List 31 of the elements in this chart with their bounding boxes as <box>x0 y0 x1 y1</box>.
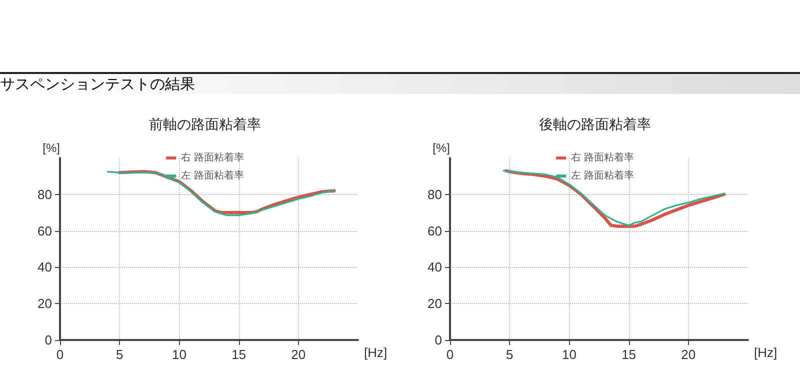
y-tick-label: 20 <box>38 296 52 312</box>
y-tick-label: 40 <box>38 260 52 275</box>
x-axis-title: [Hz] <box>754 345 778 360</box>
legend-label: 左 路面粘着率 <box>571 170 634 182</box>
y-tick-label: 40 <box>428 260 442 275</box>
y-tick-label: 80 <box>428 186 442 202</box>
chart-title: 後軸の路面粘着率 <box>539 116 651 132</box>
x-tick-label: 15 <box>232 347 246 362</box>
x-tick-label: 20 <box>291 347 306 362</box>
x-tick-label: 20 <box>681 347 696 362</box>
chart-title: 前軸の路面粘着率 <box>149 116 261 132</box>
x-tick-label: 10 <box>172 347 186 362</box>
y-tick-label: 80 <box>38 186 52 202</box>
legend-label: 左 路面粘着率 <box>181 170 244 182</box>
x-tick-label: 0 <box>56 347 64 362</box>
legend-label: 右 路面粘着率 <box>571 152 634 164</box>
x-tick-label: 5 <box>116 347 124 362</box>
y-tick-label: 60 <box>428 223 442 238</box>
y-tick-label: 60 <box>38 223 52 238</box>
x-axis-title: [Hz] <box>364 345 388 360</box>
x-tick-label: 10 <box>562 347 576 362</box>
y-tick-label: 0 <box>44 332 52 348</box>
y-axis-title: [%] <box>42 141 60 155</box>
y-tick-label: 20 <box>428 296 442 312</box>
x-tick-label: 0 <box>446 347 454 362</box>
text: サスペンションテストの結果 <box>0 72 800 94</box>
y-tick-label: 0 <box>434 332 442 348</box>
legend-label: 右 路面粘着率 <box>181 152 244 164</box>
x-tick-label: 15 <box>622 347 636 362</box>
y-axis-title: [%] <box>432 141 450 155</box>
x-tick-label: 5 <box>506 347 514 362</box>
